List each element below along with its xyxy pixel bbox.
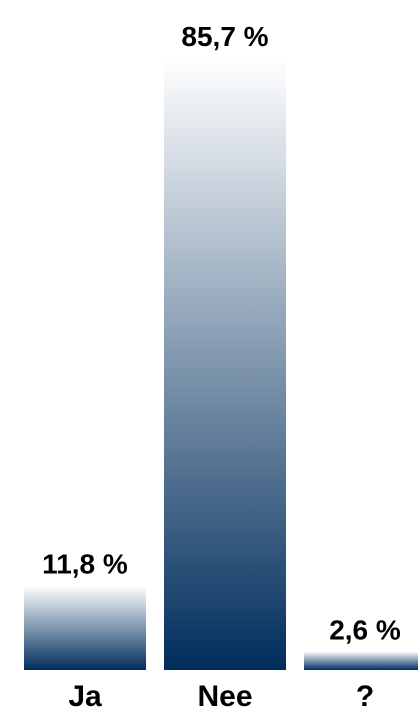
bars-group [24,58,418,670]
bar-3 [304,651,418,670]
category-label-1: Ja [68,680,102,713]
value-label-1: 11,8 % [42,549,128,580]
value-label-2: 85,7 % [181,21,268,52]
category-label-2: Nee [197,680,252,713]
value-labels-group: 11,8 % 85,7 % 2,6 % [42,21,401,645]
category-labels-group: Ja Nee? [68,680,374,713]
category-label-3: ? [356,680,374,713]
bar-2 [164,58,286,670]
value-label-3: 2,6 % [329,614,401,645]
bar-1 [24,585,146,670]
